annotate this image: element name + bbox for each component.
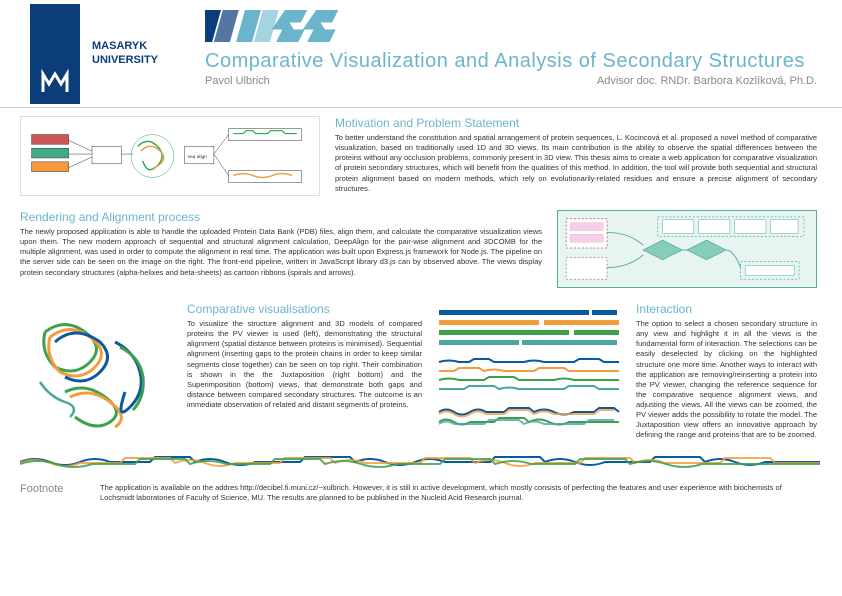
footnote-label: Footnote xyxy=(20,483,80,495)
protein-3d-figure xyxy=(20,302,170,437)
university-logo xyxy=(30,4,80,104)
protein-3d-col xyxy=(20,302,175,441)
footnote-text: The application is available on the addr… xyxy=(100,483,817,503)
pipeline-diagram-2 xyxy=(557,210,817,288)
rendering-text-block: Rendering and Alignment process The newl… xyxy=(20,210,542,288)
comparative-title: Comparative visualisations xyxy=(187,302,422,316)
motivation-row: seq align Motivation and Problem Stateme… xyxy=(0,108,842,204)
title-block: Comparative Visualization and Analysis o… xyxy=(195,0,842,107)
comparative-row: Comparative visualisations To visualize … xyxy=(0,296,842,449)
rendering-row: Rendering and Alignment process The newl… xyxy=(0,204,842,296)
university-line2: UNIVERSITY xyxy=(92,54,158,67)
motivation-title: Motivation and Problem Statement xyxy=(335,116,817,130)
authors-row: Pavol Ulbrich Advisor doc. RNDr. Barbora… xyxy=(205,75,817,87)
comparative-text-col: Comparative visualisations To visualize … xyxy=(187,302,422,441)
pipeline-diagram-1: seq align xyxy=(20,116,320,196)
svg-text:seq align: seq align xyxy=(188,154,208,160)
sequence-views-col xyxy=(434,302,624,441)
header: MASARYK UNIVERSITY Comparative Visualiza… xyxy=(0,0,842,108)
university-name: MASARYK UNIVERSITY xyxy=(92,40,158,66)
rendering-title: Rendering and Alignment process xyxy=(20,210,542,224)
advisor-name: Advisor doc. RNDr. Barbora Kozlíková, Ph… xyxy=(597,75,817,87)
author-name: Pavol Ulbrich xyxy=(205,75,270,87)
motivation-text: To better understand the constitution an… xyxy=(335,133,817,194)
motivation-text-block: Motivation and Problem Statement To bett… xyxy=(335,116,817,196)
cvass-logo xyxy=(205,10,383,42)
interaction-text-col: Interaction The option to select a chose… xyxy=(636,302,817,441)
interaction-text: The option to select a chosen secondary … xyxy=(636,319,817,441)
university-logo-block: MASARYK UNIVERSITY xyxy=(0,0,195,107)
university-line1: MASARYK xyxy=(92,40,158,53)
superimposition-band xyxy=(20,453,820,471)
poster-title: Comparative Visualization and Analysis o… xyxy=(205,50,817,73)
footnote-row: Footnote The application is available on… xyxy=(0,477,842,509)
rendering-text: The newly proposed application is able t… xyxy=(20,227,542,278)
sequence-views-figure xyxy=(434,302,624,437)
comparative-text: To visualize the structure alignment and… xyxy=(187,319,422,410)
interaction-title: Interaction xyxy=(636,302,817,316)
